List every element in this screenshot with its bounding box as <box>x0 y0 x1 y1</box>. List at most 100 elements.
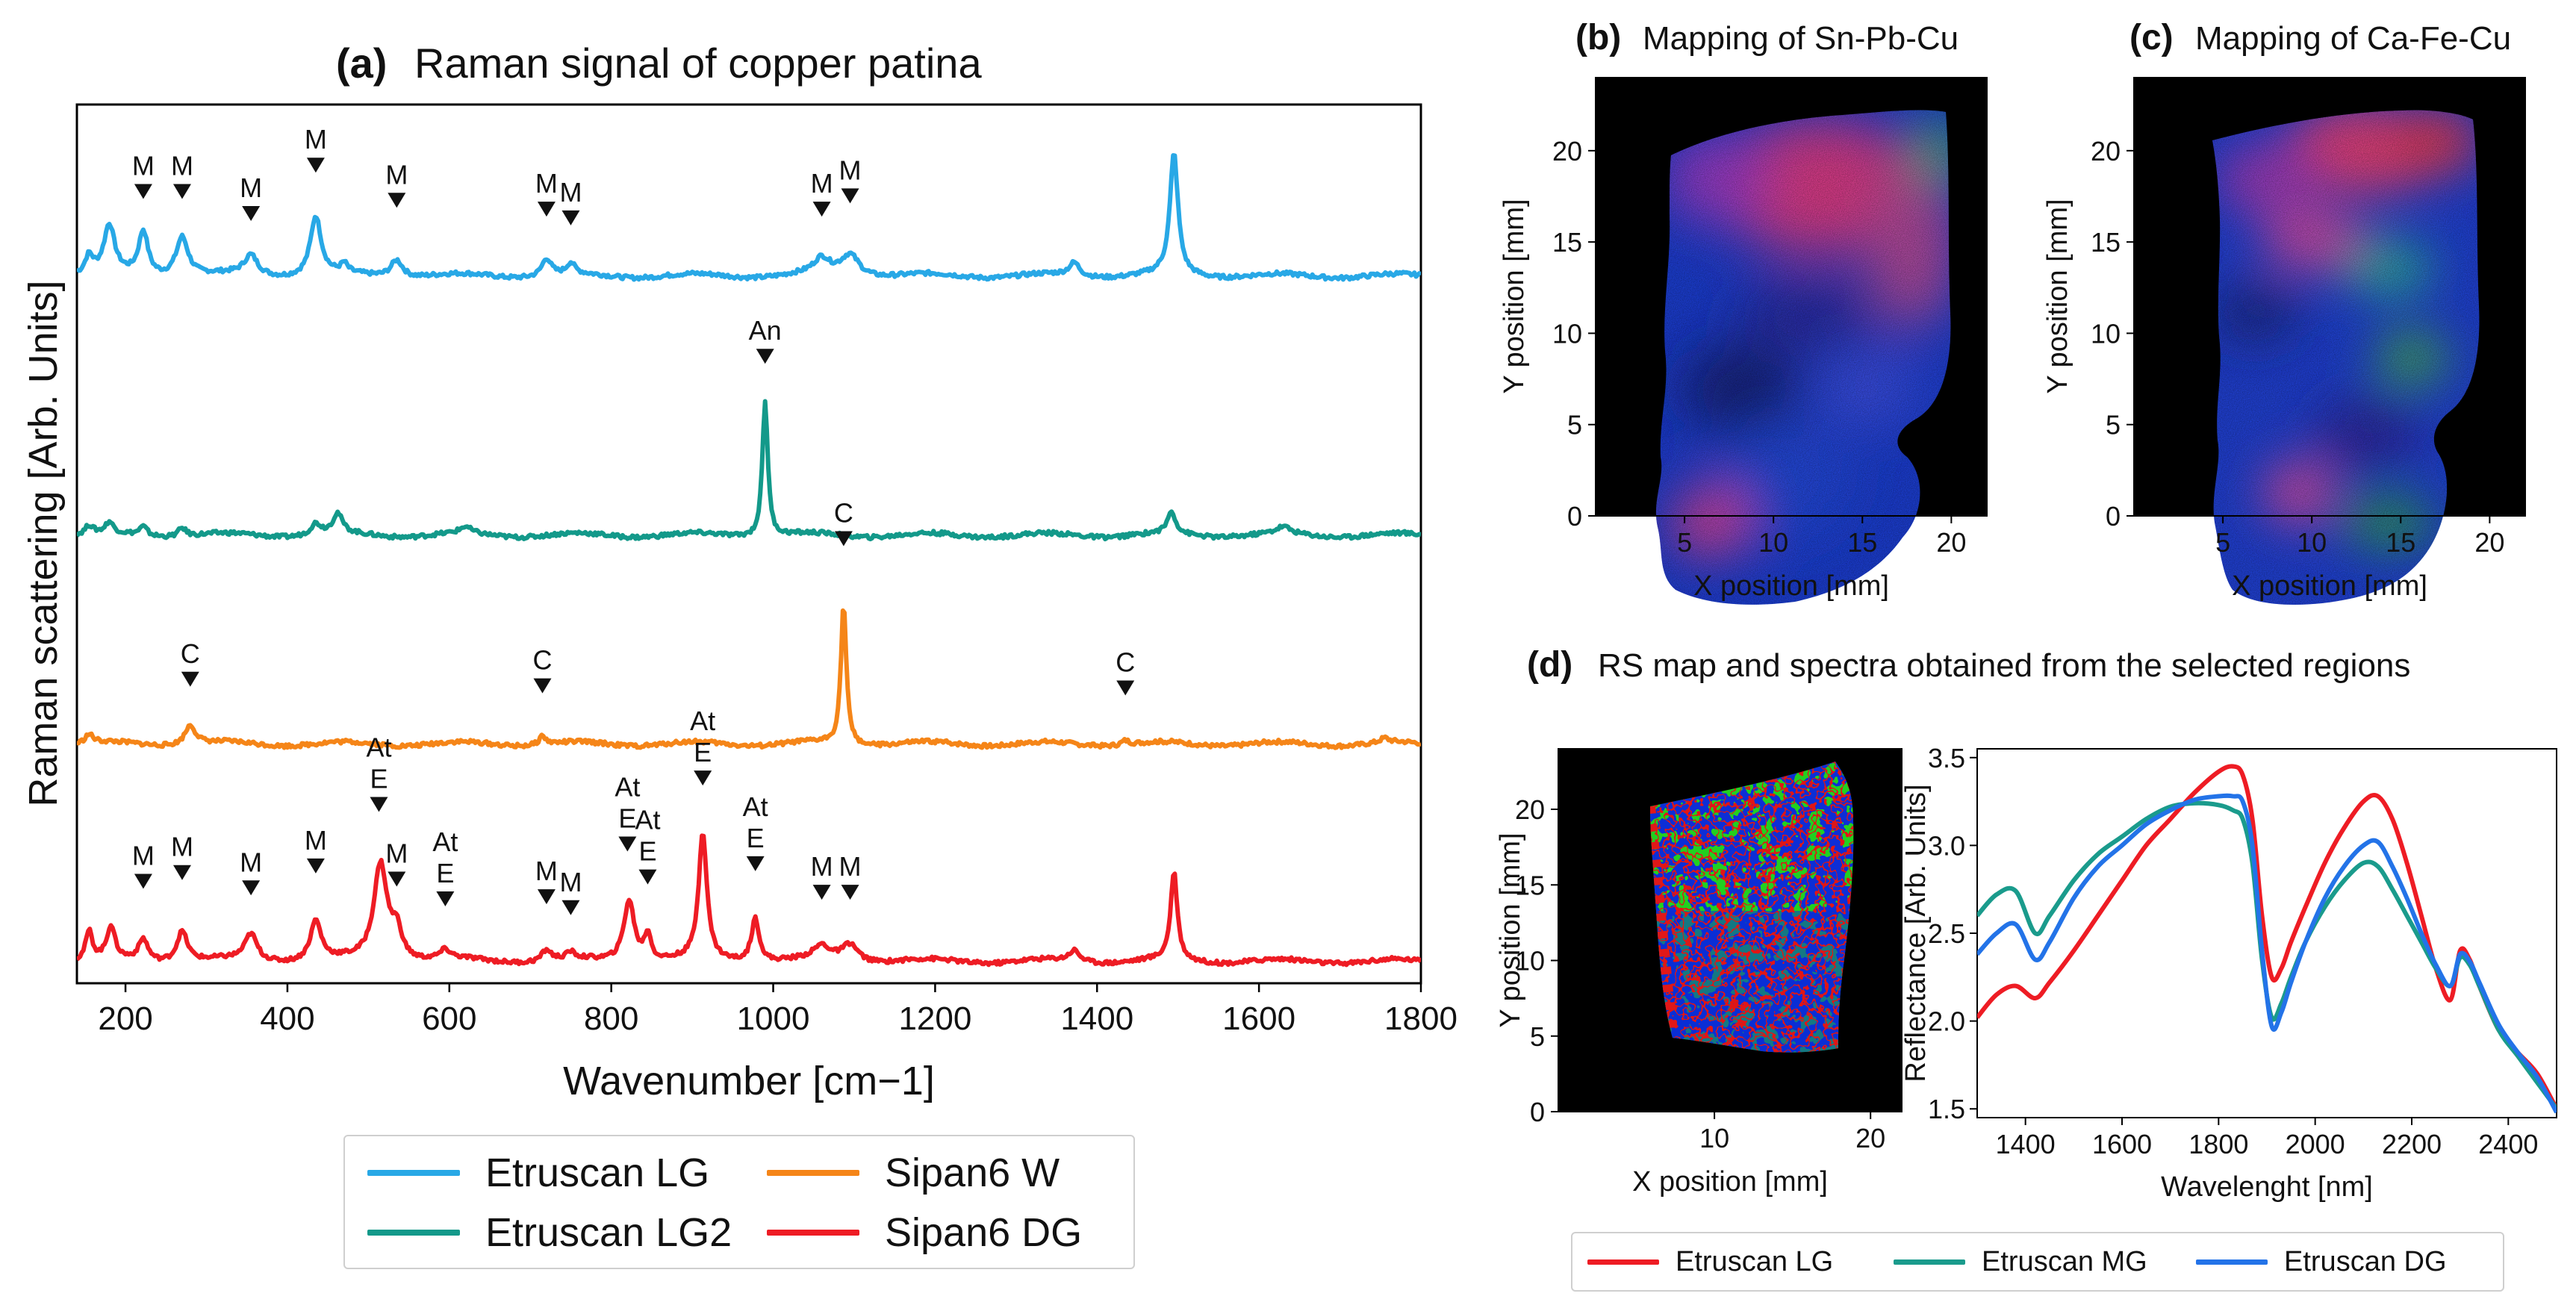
peak-marker-3-12 <box>746 856 765 871</box>
x-tick-label-200: 200 <box>98 1000 152 1037</box>
panel-d-map-frame <box>1558 748 1903 1112</box>
panel-d-spectra-series <box>1977 764 2557 1114</box>
dm-axes-ytick-label-5: 5 <box>1530 1021 1545 1052</box>
panel-a-series <box>77 153 1421 968</box>
peak-label-3-9-0: At <box>615 771 640 802</box>
panel-d-map-axes: 10 20 0 5 10 15 20 <box>1515 794 1885 1153</box>
panel-d-map-image <box>1650 762 1854 1053</box>
peak-label-1-0-0: An <box>749 315 782 346</box>
peak-marker-3-4 <box>370 797 388 812</box>
peak-label-3-10-1: E <box>638 836 656 867</box>
series-line-etruscan-lg2 <box>77 399 1421 542</box>
spectra-ytick-label-1.5: 1.5 <box>1928 1094 1965 1124</box>
peak-label-3-4-0: At <box>366 732 391 762</box>
peak-label-3-3-0: M <box>305 825 327 856</box>
legend-item-d-etruscan-dg: Etruscan DG <box>2196 1246 2447 1278</box>
peak-label-3-11-1: E <box>694 737 712 767</box>
legend-item-d-etruscan-lg: Etruscan LG <box>1587 1246 1833 1278</box>
peak-marker-3-2 <box>242 880 261 896</box>
panel-a-title: Raman signal of copper patina <box>414 40 982 87</box>
peak-label-3-9-1: E <box>618 803 636 833</box>
peak-label-3-2-0: M <box>240 847 262 877</box>
panel-a-legend: Etruscan LG Sipan6 W Etruscan LG2 Sipan6… <box>343 1135 1135 1269</box>
legend-swatch-sipan6-dg <box>767 1230 859 1236</box>
peak-label-3-10-0: At <box>635 805 660 835</box>
legend-label-sipan6-dg: Sipan6 DG <box>885 1210 1083 1255</box>
panel-c-plot-frame <box>2133 77 2526 517</box>
dm-axes-ytick-label-20: 20 <box>1515 794 1545 825</box>
peak-marker-3-9 <box>618 836 637 852</box>
peak-marker-3-1 <box>172 865 191 880</box>
panel-c: (c) Mapping of Ca-Fe-Cu <box>2042 18 2526 605</box>
legend-item-etruscan-lg2: Etruscan LG2 <box>367 1209 732 1256</box>
legend-label-d-etruscan-lg: Etruscan LG <box>1676 1246 1834 1277</box>
panel-d-title: RS map and spectra obtained from the sel… <box>1598 647 2410 684</box>
panel-a-plot-frame <box>75 103 1422 985</box>
peak-label-0-5-0: M <box>535 168 558 199</box>
peak-marker-3-8 <box>561 900 580 915</box>
spectra-ytick-label-2.5: 2.5 <box>1928 918 1965 949</box>
legend-swatch-d-etruscan-mg <box>1894 1259 1965 1265</box>
peak-marker-2-3 <box>1116 680 1135 696</box>
legend-swatch-d-etruscan-dg <box>2196 1259 2268 1265</box>
peak-marker-3-3 <box>306 858 325 874</box>
peak-marker-0-1 <box>172 184 191 199</box>
series-line-sipan6-dg <box>77 833 1421 968</box>
peak-marker-2-0 <box>181 671 199 687</box>
x-tick-label-800: 800 <box>584 1000 638 1037</box>
peak-label-3-6-0: At <box>432 826 458 857</box>
series-line-sipan6-w <box>77 608 1421 750</box>
peak-label-0-2-0: M <box>240 172 262 203</box>
legend-swatch-sipan6-w <box>767 1170 859 1176</box>
x-tick-label-400: 400 <box>260 1000 314 1037</box>
spectra-xtick-label-2200: 2200 <box>2382 1129 2442 1159</box>
peak-label-0-4-0: M <box>385 159 408 190</box>
panel-d: (d) RS map and spectra obtained from the… <box>1495 645 2557 1203</box>
c-axes-ytick-label-15: 15 <box>2091 227 2121 258</box>
panel-c-y-label: Y position [mm] <box>2042 199 2073 393</box>
peak-marker-3-14 <box>841 885 859 900</box>
peak-label-0-8-0: M <box>839 155 862 185</box>
peak-marker-2-1 <box>533 678 552 694</box>
peak-marker-0-4 <box>388 193 406 208</box>
legend-swatch-etruscan-lg <box>367 1170 460 1176</box>
panel-a-label: (a) <box>336 40 387 87</box>
panel-d-spectra-y-label: Reflectance [Arb. Units] <box>1900 784 1932 1082</box>
panel-a: (a) Raman signal of copper patina 200 400… <box>21 40 1457 1103</box>
spectra-ytick-label-3: 3.0 <box>1928 830 1965 861</box>
legend-swatch-etruscan-lg2 <box>367 1230 460 1236</box>
c-axes-xtick-label-15: 15 <box>2386 527 2415 558</box>
dm-axes-ytick-label-10: 10 <box>1515 946 1545 977</box>
x-tick-label-1000: 1000 <box>737 1000 810 1037</box>
peak-marker-3-13 <box>812 885 831 900</box>
legend-item-etruscan-lg: Etruscan LG <box>367 1150 709 1196</box>
panel-d-spectra-frame <box>1976 748 2557 1118</box>
series-line-etruscan-lg <box>77 153 1421 282</box>
b-axes-xtick-label-5: 5 <box>1677 527 1692 558</box>
peak-label-3-11-0: At <box>690 706 715 736</box>
c-axes-ytick-label-10: 10 <box>2091 318 2121 349</box>
panel-c-x-label: X position [mm] <box>2232 570 2427 602</box>
spectra-line-etruscan-dg <box>1977 793 2557 1114</box>
peak-label-0-0-0: M <box>132 151 155 181</box>
peak-label-3-12-1: E <box>747 823 765 853</box>
spectra-xtick-label-1400: 1400 <box>1996 1129 2056 1159</box>
spectra-xtick-label-1800: 1800 <box>2188 1129 2248 1159</box>
c-axes-xtick-label-5: 5 <box>2215 527 2230 558</box>
legend-label-d-etruscan-dg: Etruscan DG <box>2284 1246 2447 1277</box>
peak-label-0-6-0: M <box>559 177 582 208</box>
peak-label-2-0-0: C <box>181 638 200 669</box>
peak-label-2-3-0: C <box>1116 647 1135 678</box>
peak-marker-0-7 <box>812 202 831 217</box>
peak-label-2-1-0: C <box>532 645 552 676</box>
peak-marker-0-8 <box>841 188 859 204</box>
legend-label-sipan6-w: Sipan6 W <box>885 1150 1060 1195</box>
peak-label-0-3-0: M <box>305 124 327 155</box>
peak-label-3-7-0: M <box>535 856 558 886</box>
panel-b: (b) Mapping of Sn-Pb-Cu <box>1499 18 1988 605</box>
legend-item-sipan6-dg: Sipan6 DG <box>767 1209 1082 1256</box>
b-axes-ytick-label-15: 15 <box>1552 227 1582 258</box>
peak-marker-3-10 <box>638 869 657 885</box>
b-axes-ytick-label-5: 5 <box>1567 410 1582 440</box>
